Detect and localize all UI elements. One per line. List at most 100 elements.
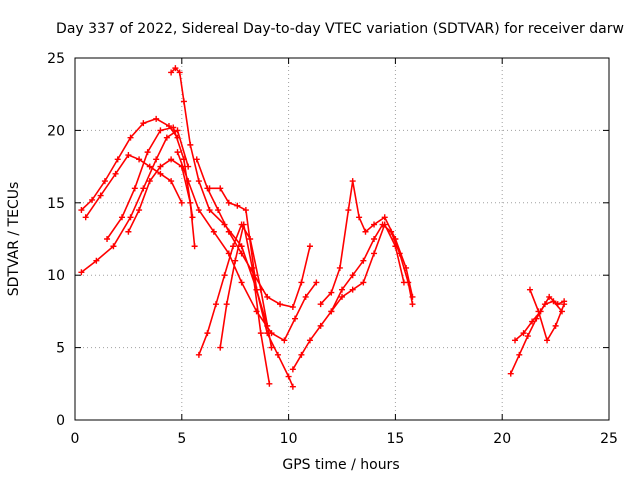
data-point-plus-marker (554, 301, 561, 308)
data-point-plus-marker (371, 236, 378, 242)
x-tick-label: 20 (493, 431, 511, 447)
data-point-plus-marker (232, 257, 239, 264)
y-tick-label: 0 (56, 413, 65, 429)
data-point-plus-marker (388, 228, 395, 235)
series-track-e (125, 156, 198, 250)
data-point-plus-marker (317, 301, 324, 308)
data-point-plus-marker (101, 178, 108, 185)
data-point-plus-marker (242, 207, 249, 214)
data-point-plus-marker (178, 199, 185, 206)
data-point-plus-marker (221, 272, 228, 279)
series-track-g (174, 149, 320, 344)
data-point-plus-marker (512, 337, 519, 344)
data-point-plus-marker (339, 293, 345, 300)
data-point-plus-marker (206, 185, 213, 192)
series-track-d (104, 124, 196, 242)
series-track-q (526, 286, 568, 344)
data-point-plus-marker (561, 301, 568, 308)
data-point-plus-marker (266, 380, 273, 387)
data-point-plus-marker (544, 337, 551, 344)
data-point-plus-marker (185, 178, 192, 185)
series-line (176, 151, 318, 342)
data-point-plus-marker (131, 185, 138, 192)
y-axis-label: SDTVAR / TECUs (6, 182, 22, 297)
data-point-plus-marker (289, 304, 296, 311)
data-point-plus-marker (78, 269, 85, 276)
data-point-plus-marker (516, 351, 523, 358)
data-point-plus-marker (225, 199, 232, 206)
data-point-plus-marker (93, 257, 100, 264)
series-track-m (317, 178, 416, 308)
data-point-plus-marker (78, 207, 85, 214)
series-line (320, 180, 414, 305)
data-point-plus-marker (381, 214, 388, 221)
data-point-plus-marker (174, 149, 181, 156)
data-point-plus-marker (118, 214, 125, 221)
data-point-plus-marker (264, 293, 271, 300)
data-point-plus-marker (371, 250, 378, 257)
data-point-plus-marker (136, 207, 143, 214)
data-point-plus-marker (339, 286, 345, 293)
series-track-c (82, 152, 185, 221)
data-point-plus-marker (298, 279, 305, 286)
data-point-plus-marker (223, 301, 230, 308)
data-point-plus-marker (215, 207, 222, 214)
data-point-plus-marker (114, 156, 121, 163)
data-point-plus-marker (257, 330, 264, 337)
x-tick-label: 0 (71, 431, 80, 447)
data-point-plus-marker (289, 366, 296, 373)
data-point-plus-marker (127, 134, 134, 141)
y-tick-label: 20 (47, 123, 65, 139)
y-tick-label: 5 (56, 341, 65, 357)
data-point-plus-marker (136, 156, 143, 163)
y-tick-label: 25 (47, 51, 65, 67)
data-point-plus-marker (195, 178, 202, 185)
data-point-plus-marker (225, 228, 232, 235)
data-point-plus-marker (193, 156, 200, 163)
data-point-plus-marker (313, 279, 320, 286)
data-point-plus-marker (210, 228, 217, 235)
data-point-plus-marker (371, 221, 378, 228)
data-point-plus-marker (89, 196, 96, 203)
data-point-plus-marker (204, 330, 211, 337)
data-point-plus-marker (274, 351, 281, 358)
data-point-plus-marker (112, 170, 119, 177)
data-point-plus-marker (153, 156, 160, 163)
data-point-plus-marker (345, 207, 352, 214)
data-point-plus-marker (349, 178, 356, 185)
series-track-b (78, 127, 192, 276)
data-point-plus-marker (187, 141, 194, 148)
data-point-plus-marker (302, 293, 309, 300)
data-point-plus-marker (379, 221, 386, 228)
series-line (330, 223, 414, 312)
series-line (106, 126, 194, 240)
data-point-plus-marker (127, 214, 134, 221)
data-point-plus-marker (524, 333, 531, 340)
data-point-plus-marker (174, 127, 181, 134)
data-point-plus-marker (546, 293, 553, 300)
data-point-plus-marker (217, 185, 224, 192)
data-point-plus-marker (146, 163, 153, 170)
series-track-a (78, 115, 181, 214)
data-point-plus-marker (362, 228, 369, 235)
x-tick-label: 10 (280, 431, 298, 447)
data-point-plus-marker (168, 69, 175, 76)
data-point-plus-marker (356, 214, 363, 221)
data-point-plus-marker (507, 370, 514, 377)
data-point-plus-marker (328, 308, 335, 315)
series-line (127, 158, 196, 247)
plot-frame (74, 57, 610, 421)
data-point-plus-marker (180, 98, 187, 105)
data-point-plus-marker (104, 236, 111, 242)
data-point-plus-marker (292, 315, 299, 322)
data-point-plus-marker (520, 330, 527, 337)
data-point-plus-marker (405, 279, 412, 286)
data-point-plus-marker (157, 163, 164, 170)
data-point-plus-marker (234, 202, 241, 209)
data-point-plus-marker (110, 243, 117, 250)
data-point-plus-marker (238, 243, 245, 250)
data-point-plus-marker (317, 322, 324, 329)
x-tick-label: 5 (177, 431, 186, 447)
